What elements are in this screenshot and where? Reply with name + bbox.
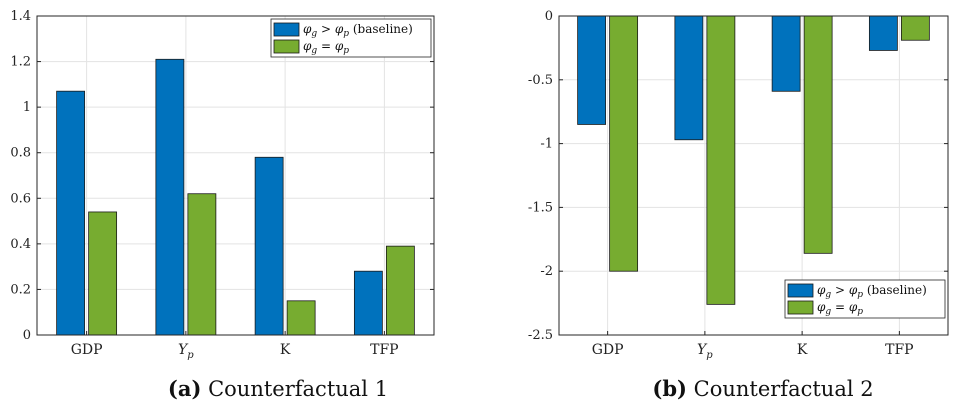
caption-a-text: Counterfactual 1 (208, 377, 389, 401)
y-tick-label: 0 (545, 9, 553, 24)
bar-baseline-1 (674, 15, 704, 141)
y-tick-label: 0.2 (10, 282, 31, 297)
caption-b-label: (b) (652, 376, 687, 401)
y-tick-label: 0.6 (10, 191, 31, 206)
caption-a: (a) Counterfactual 1 (163, 376, 393, 401)
chart-counterfactual-2: -2.5 -2 -1.5 -1 -0.5 0 GDP Yp K TFP φg > φp (basel… (528, 9, 949, 361)
axes-box (36, 15, 435, 336)
caption-a-label: (a) (167, 376, 202, 401)
chart-counterfactual-1: 0 0.2 0.4 0.6 0.8 1 1.2 1.4 GDP Yp K TFP φg > φp (ba… (10, 9, 435, 361)
legend-label-equal: φg = φp (817, 300, 863, 317)
legend: φg > φp (baseline)φg = φp (270, 18, 432, 58)
legend-label-baseline: φg > φp (baseline) (303, 22, 413, 39)
y-tick-label: -0.5 (528, 73, 553, 88)
legend-swatch-baseline (787, 283, 814, 298)
y-tick-label: 0.8 (10, 146, 31, 161)
legend-label-equal: φg = φp (303, 39, 349, 56)
x-tick-label: Yp (697, 342, 713, 361)
bar-equal-1 (706, 15, 736, 305)
y-tick-label: 0 (23, 328, 31, 343)
y-tick-label: -1.5 (528, 200, 553, 215)
bar-baseline-2 (771, 15, 801, 92)
x-tick-label: K (797, 342, 808, 358)
bar-equal-3 (385, 245, 415, 336)
caption-b-text: Counterfactual 2 (693, 377, 874, 401)
legend-swatch-equal (273, 39, 300, 54)
legend-swatch-equal (787, 300, 814, 315)
bar-equal-0 (88, 211, 118, 336)
y-tick-label: 1.2 (10, 55, 31, 70)
y-tick-label: -2 (540, 264, 553, 279)
x-tick-label: GDP (592, 342, 624, 358)
y-tick-label: 0.4 (10, 237, 31, 252)
caption-b: (b) Counterfactual 2 (648, 376, 878, 401)
bar-equal-2 (286, 300, 316, 336)
y-tick-label: -2.5 (528, 328, 553, 343)
bar-baseline-0 (56, 90, 86, 336)
x-tick-label: K (280, 342, 291, 358)
y-tick-label: 1 (23, 100, 31, 115)
bar-baseline-3 (353, 270, 383, 336)
y-tick-label: 1.4 (10, 9, 31, 24)
bar-baseline-2 (254, 156, 284, 336)
bar-baseline-1 (155, 58, 185, 336)
bar-equal-2 (803, 15, 833, 254)
x-tick-label: TFP (885, 342, 913, 358)
legend-swatch-baseline (273, 22, 300, 37)
axes-box (558, 15, 949, 336)
bar-equal-0 (609, 15, 639, 272)
y-tick-label: -1 (540, 137, 553, 152)
bar-equal-1 (187, 193, 217, 336)
bar-equal-3 (900, 15, 930, 41)
x-tick-label: TFP (370, 342, 398, 358)
bar-baseline-3 (868, 15, 898, 51)
x-tick-label: GDP (71, 342, 103, 358)
bar-baseline-0 (577, 15, 607, 125)
legend: φg > φp (baseline)φg = φp (784, 279, 946, 319)
legend-label-baseline: φg > φp (baseline) (817, 283, 927, 300)
x-tick-label: Yp (178, 342, 194, 361)
